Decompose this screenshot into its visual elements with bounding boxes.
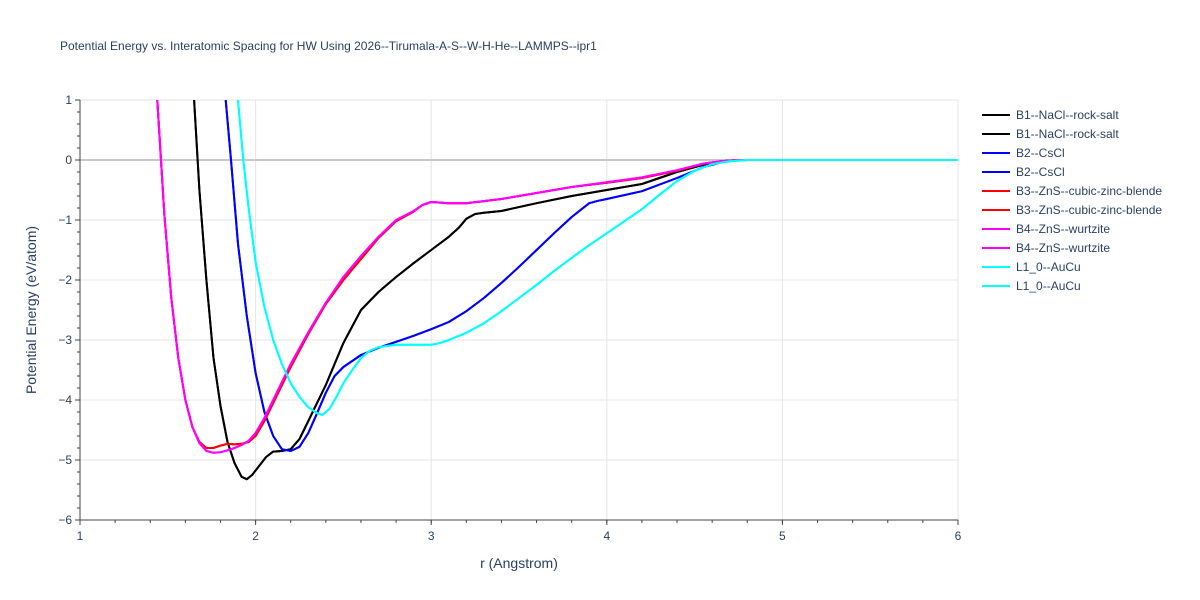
legend-item[interactable]: B2--CsCl [982, 146, 1065, 160]
legend-label: L1_0--AuCu [1016, 260, 1081, 274]
x-tick-label: 3 [428, 529, 435, 543]
legend-label: B4--ZnS--wurtzite [1016, 222, 1110, 236]
legend-label: B4--ZnS--wurtzite [1016, 241, 1110, 255]
series-group [156, 100, 958, 481]
legend-label: B3--ZnS--cubic-zinc-blende [1016, 184, 1162, 198]
grid [80, 99, 959, 520]
y-tick-label: −1 [58, 213, 72, 227]
legend: B1--NaCl--rock-salt B1--NaCl--rock-salt B2… [982, 108, 1162, 293]
y-tick-label: 1 [65, 93, 72, 107]
series-line-5 [156, 100, 958, 449]
legend-label: B1--NaCl--rock-salt [1016, 108, 1119, 122]
x-tick-label: 2 [252, 529, 259, 543]
legend-item[interactable]: B3--ZnS--cubic-zinc-blende [982, 203, 1162, 217]
x-tick-label: 4 [603, 529, 610, 543]
y-tick-label: −3 [58, 333, 72, 347]
y-tick-label: −2 [58, 273, 72, 287]
series-line-8 [237, 100, 958, 416]
y-tick-label: −6 [58, 513, 72, 527]
legend-item[interactable]: B1--NaCl--rock-salt [982, 108, 1119, 122]
y-tick-label: 0 [65, 153, 72, 167]
axes: 1 2 3 4 5 6 1 0 −1 −2 −3 −4 −5 −6 [58, 93, 961, 543]
series-line-3 [224, 100, 958, 452]
y-tick-label: −5 [58, 453, 72, 467]
legend-item[interactable]: B4--ZnS--wurtzite [982, 241, 1110, 255]
legend-item[interactable]: B3--ZnS--cubic-zinc-blende [982, 184, 1162, 198]
legend-item[interactable]: B1--NaCl--rock-salt [982, 127, 1119, 141]
y-tick-label: −4 [58, 393, 72, 407]
x-tick-label: 1 [77, 529, 84, 543]
x-tick-label: 6 [955, 529, 962, 543]
legend-item[interactable]: B2--CsCl [982, 165, 1065, 179]
y-axis-title: Potential Energy (eV/atom) [23, 226, 39, 394]
legend-label: B2--CsCl [1016, 165, 1065, 179]
legend-label: B3--ZnS--cubic-zinc-blende [1016, 203, 1162, 217]
legend-label: L1_0--AuCu [1016, 279, 1081, 293]
legend-item[interactable]: L1_0--AuCu [982, 260, 1081, 274]
x-tick-label: 5 [779, 529, 786, 543]
chart-title: Potential Energy vs. Interatomic Spacing… [60, 39, 597, 53]
legend-item[interactable]: L1_0--AuCu [982, 279, 1081, 293]
legend-label: B1--NaCl--rock-salt [1016, 127, 1119, 141]
legend-item[interactable]: B4--ZnS--wurtzite [982, 222, 1110, 236]
x-axis-title: r (Angstrom) [480, 555, 558, 571]
legend-label: B2--CsCl [1016, 146, 1065, 160]
series-line-1 [193, 100, 958, 481]
series-line-7 [156, 100, 958, 454]
series-line-9 [237, 100, 958, 416]
